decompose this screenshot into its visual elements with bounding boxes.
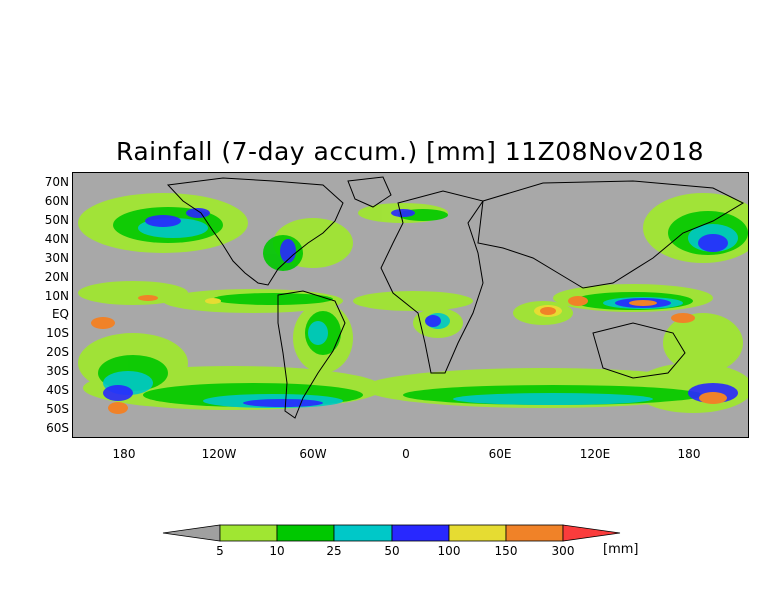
colorbar-low-triangle: [162, 524, 221, 542]
lat-label-30s: 30S: [46, 364, 69, 378]
lon-label-60e: 60E: [488, 447, 512, 461]
map-title: Rainfall (7-day accum.) [mm] 11Z08Nov201…: [116, 137, 704, 166]
lon-label-180-east: 180: [677, 447, 701, 461]
lat-label-50s: 50S: [46, 402, 69, 416]
colorbar-label-300: 300: [551, 544, 575, 558]
lat-label-10s: 10S: [46, 326, 69, 340]
lat-label-20s: 20S: [46, 345, 69, 359]
lon-label-0: 0: [402, 447, 410, 461]
rainfall-map: [72, 172, 749, 438]
australia-outline: [592, 322, 686, 379]
lat-label-60s: 60S: [46, 421, 69, 435]
lat-label-50n: 50N: [44, 213, 69, 227]
colorbar-high-triangle: [562, 524, 621, 542]
lat-label-eq: EQ: [51, 307, 69, 321]
colorbar-label-50: 50: [384, 544, 400, 558]
colorbar-segment-100-150: [448, 524, 507, 542]
lon-label-120e: 120E: [579, 447, 611, 461]
lat-label-30n: 30N: [44, 251, 69, 265]
colorbar-label-100: 100: [437, 544, 461, 558]
lon-label-180-west: 180: [112, 447, 136, 461]
rainfall-map-canvas: [78, 176, 748, 419]
colorbar-label-25: 25: [326, 544, 342, 558]
south-america-outline: [277, 290, 346, 419]
colorbar-segment-50-100: [391, 524, 450, 542]
colorbar-segment-5-10: [219, 524, 278, 542]
lat-label-40s: 40S: [46, 383, 69, 397]
lat-label-10n: 10N: [44, 289, 69, 303]
colorbar-segment-25-50: [333, 524, 393, 542]
greenland-outline: [347, 176, 392, 208]
colorbar-segment-150-300: [505, 524, 564, 542]
lon-label-120w: 120W: [201, 447, 237, 461]
lon-label-60w: 60W: [299, 447, 327, 461]
colorbar-segment-10-25: [276, 524, 335, 542]
colorbar-label-10: 10: [269, 544, 285, 558]
lat-label-60n: 60N: [44, 194, 69, 208]
coastlines: [166, 176, 745, 419]
colorbar-label-5: 5: [216, 544, 224, 558]
lat-label-70n: 70N: [44, 175, 69, 189]
north-america-outline: [166, 177, 344, 286]
rain-yellow-orange-layer: [91, 295, 727, 414]
lat-label-40n: 40N: [44, 232, 69, 246]
asia-outline: [477, 180, 745, 289]
lat-label-20n: 20N: [44, 270, 69, 284]
europe-africa-outline: [380, 190, 484, 374]
colorbar-unit: [mm]: [603, 542, 639, 557]
colorbar: [162, 524, 621, 542]
colorbar-label-150: 150: [494, 544, 518, 558]
